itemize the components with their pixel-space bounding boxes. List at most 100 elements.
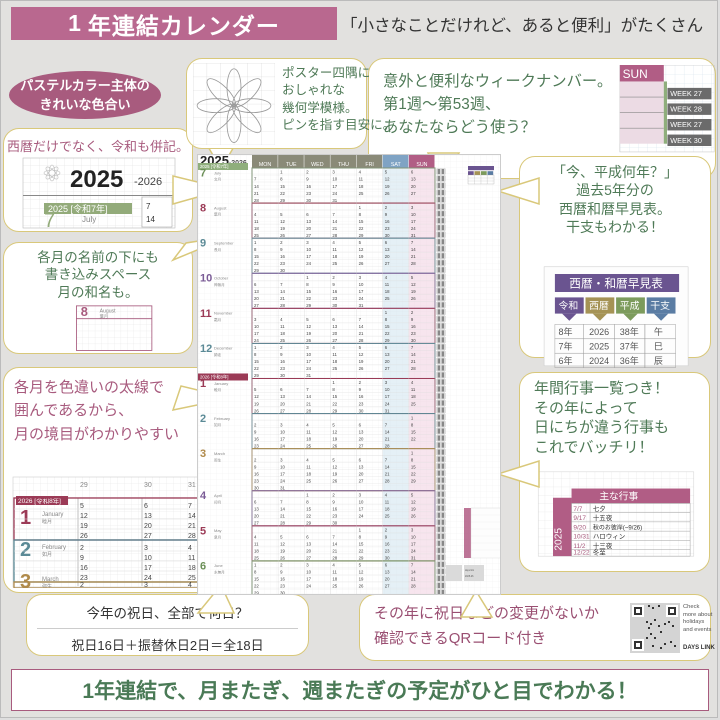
svg-text:主な行事: 主な行事 — [599, 490, 638, 503]
svg-text:24: 24 — [280, 478, 285, 483]
svg-text:25: 25 — [188, 575, 196, 582]
svg-text:14: 14 — [146, 215, 155, 224]
svg-text:23: 23 — [280, 584, 285, 589]
svg-text:3: 3 — [144, 582, 148, 588]
svg-text:18: 18 — [332, 254, 337, 259]
svg-text:24: 24 — [254, 338, 259, 343]
svg-text:26: 26 — [359, 584, 364, 589]
svg-text:19: 19 — [411, 507, 416, 512]
svg-text:17: 17 — [411, 542, 416, 547]
svg-text:18: 18 — [332, 577, 337, 582]
svg-text:10: 10 — [306, 247, 311, 252]
svg-text:師走: 師走 — [214, 352, 222, 357]
svg-text:28: 28 — [359, 338, 364, 343]
svg-text:巳: 巳 — [654, 342, 663, 352]
svg-text:11: 11 — [254, 219, 259, 224]
svg-text:5: 5 — [200, 525, 206, 537]
svg-text:MON: MON — [259, 162, 272, 168]
svg-text:March: March — [214, 451, 225, 456]
svg-text:22: 22 — [254, 366, 259, 371]
svg-text:13: 13 — [359, 429, 364, 434]
svg-text:24: 24 — [280, 443, 285, 448]
svg-text:13: 13 — [385, 247, 390, 252]
svg-text:26: 26 — [411, 514, 416, 519]
svg-text:25: 25 — [385, 514, 390, 519]
svg-text:14: 14 — [280, 507, 285, 512]
svg-text:25: 25 — [332, 584, 337, 589]
svg-text:15: 15 — [254, 359, 259, 364]
svg-text:10: 10 — [411, 535, 416, 540]
svg-text:14: 14 — [332, 542, 337, 547]
svg-text:23: 23 — [411, 331, 416, 336]
svg-text:30: 30 — [306, 198, 311, 203]
svg-text:21: 21 — [385, 471, 390, 476]
svg-text:20: 20 — [385, 254, 390, 259]
svg-text:葉月: 葉月 — [214, 212, 221, 217]
svg-text:30: 30 — [385, 556, 390, 561]
svg-text:30: 30 — [280, 373, 285, 378]
svg-text:17: 17 — [385, 394, 390, 399]
svg-text:10: 10 — [332, 177, 337, 182]
svg-text:31: 31 — [306, 373, 311, 378]
svg-text:28: 28 — [188, 533, 196, 540]
svg-text:七夕: 七夕 — [593, 504, 606, 513]
svg-text:21: 21 — [411, 254, 416, 259]
svg-text:28: 28 — [306, 408, 311, 413]
svg-text:24: 24 — [332, 191, 337, 196]
svg-text:2: 2 — [80, 582, 84, 588]
svg-text:21: 21 — [280, 296, 285, 301]
svg-text:15: 15 — [306, 289, 311, 294]
svg-text:31: 31 — [411, 556, 416, 561]
svg-text:12: 12 — [280, 542, 285, 547]
svg-text:THU: THU — [338, 162, 349, 168]
svg-text:15: 15 — [359, 542, 364, 547]
svg-text:22: 22 — [411, 436, 416, 441]
svg-text:27: 27 — [254, 303, 259, 308]
svg-text:秋のお彼岸(~9/26): 秋のお彼岸(~9/26) — [593, 523, 642, 531]
svg-text:14: 14 — [385, 464, 390, 469]
svg-text:37年: 37年 — [620, 341, 639, 352]
svg-text:16: 16 — [280, 359, 285, 364]
svg-text:13: 13 — [306, 542, 311, 547]
svg-text:WED: WED — [311, 162, 324, 168]
svg-text:西暦: 西暦 — [589, 300, 609, 312]
svg-text:29: 29 — [332, 408, 337, 413]
svg-text:27: 27 — [359, 443, 364, 448]
svg-text:11: 11 — [332, 352, 337, 357]
svg-text:23: 23 — [332, 514, 337, 519]
svg-text:12: 12 — [411, 499, 416, 504]
svg-text:22: 22 — [359, 226, 364, 231]
svg-text:15: 15 — [254, 577, 259, 582]
svg-text:26: 26 — [332, 443, 337, 448]
svg-text:WEEK 30: WEEK 30 — [670, 136, 702, 145]
svg-text:20: 20 — [411, 184, 416, 189]
svg-text:25: 25 — [385, 296, 390, 301]
svg-text:13: 13 — [254, 289, 259, 294]
svg-text:30: 30 — [332, 303, 337, 308]
svg-text:26: 26 — [385, 191, 390, 196]
svg-text:11: 11 — [385, 282, 390, 287]
svg-text:18: 18 — [254, 549, 259, 554]
svg-text:2026: 2026 — [589, 327, 609, 337]
svg-text:FRI: FRI — [365, 162, 374, 168]
svg-text:18: 18 — [359, 184, 364, 189]
svg-text:21: 21 — [280, 514, 285, 519]
svg-text:24: 24 — [359, 296, 364, 301]
svg-text:22: 22 — [306, 296, 311, 301]
svg-text:2024: 2024 — [589, 356, 609, 366]
svg-text:November: November — [214, 311, 233, 316]
svg-text:13: 13 — [332, 324, 337, 329]
svg-text:13: 13 — [359, 464, 364, 469]
svg-text:24: 24 — [411, 549, 416, 554]
svg-text:15: 15 — [385, 324, 390, 329]
svg-text:12: 12 — [306, 324, 311, 329]
svg-text:27: 27 — [144, 533, 152, 540]
svg-text:16: 16 — [306, 184, 311, 189]
svg-text:20: 20 — [280, 401, 285, 406]
svg-text:11: 11 — [306, 429, 311, 434]
svg-text:22: 22 — [306, 514, 311, 519]
svg-text:20: 20 — [306, 549, 311, 554]
svg-text:20: 20 — [254, 296, 259, 301]
svg-text:13: 13 — [280, 394, 285, 399]
svg-text:12: 12 — [359, 352, 364, 357]
